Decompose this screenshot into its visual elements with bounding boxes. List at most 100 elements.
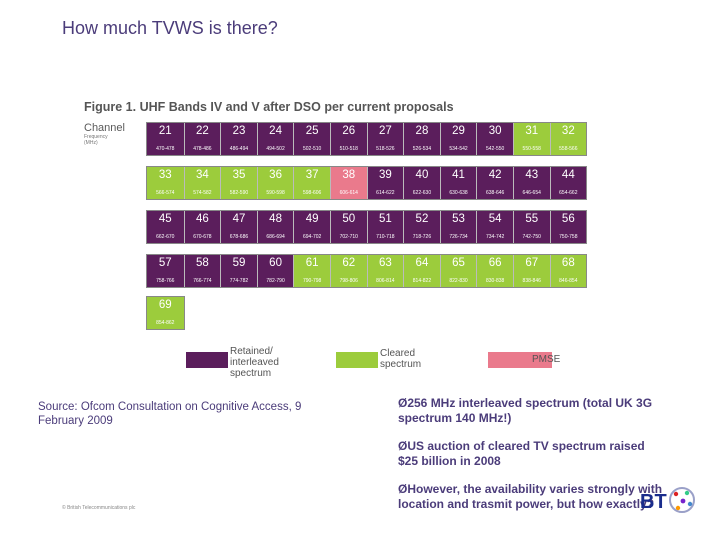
channel-number: 24 [269, 125, 282, 137]
channel-cell-31: 31 550-558 [512, 123, 550, 155]
bullet-us-auction: ØUS auction of cleared TV spectrum raise… [398, 439, 645, 468]
channel-cell-36: 36 590-598 [256, 167, 294, 199]
legend-label-retained: Retained/ interleaved spectrum [228, 344, 302, 381]
channel-cell-69: 69 854-862 [147, 297, 184, 329]
channel-number: 43 [525, 169, 539, 181]
channel-number: 59 [232, 257, 246, 269]
channel-frequency-range: 542-550 [485, 146, 505, 152]
channel-frequency-range: 838-846 [522, 278, 541, 284]
channel-number: 32 [561, 125, 575, 137]
channel-number: 27 [378, 125, 392, 137]
channel-number: 60 [269, 257, 282, 269]
bt-logo-text: BT [640, 491, 667, 513]
band-row: 33 566-574 34 574-582 35 582-590 36 590-598 37 59… [146, 166, 588, 200]
band-row: 45 662-670 46 670-678 47 678-686 48 686-694 49 69… [146, 210, 588, 244]
channel-frequency-range: 494-502 [266, 146, 285, 152]
channel-cell-24: 24 494-502 [256, 123, 294, 155]
channel-number: 53 [452, 213, 465, 225]
channel-frequency-range: 622-630 [412, 190, 432, 196]
channel-frequency-range: 710-718 [376, 234, 395, 240]
channel-frequency-range: 814-822 [412, 278, 432, 284]
channel-number: 57 [158, 257, 172, 269]
channel-number: 49 [305, 213, 319, 225]
channel-cell-53: 53 726-734 [439, 211, 477, 243]
channel-frequency-range: 822-830 [449, 278, 468, 284]
channel-frequency-range: 638-646 [485, 190, 505, 196]
channel-frequency-range: 558-566 [559, 146, 578, 152]
channel-frequency-range: 678-686 [229, 234, 249, 240]
band-row: 69 854-862 [146, 296, 185, 330]
channel-number: 56 [561, 213, 575, 225]
channel-frequency-range: 734-742 [485, 234, 505, 240]
channel-number: 39 [378, 169, 392, 181]
channel-frequency-range: 582-590 [229, 190, 249, 196]
channel-number: 51 [378, 213, 392, 225]
channel-cell-52: 52 718-726 [403, 211, 440, 243]
channel-cell-22: 22 478-486 [183, 123, 221, 155]
channel-frequency-range: 702-710 [339, 234, 358, 240]
channel-number: 47 [232, 213, 246, 225]
copyright-notice: © British Telecommunications plc [62, 505, 136, 511]
channel-cell-32: 32 558-566 [549, 123, 587, 155]
channel-number: 63 [378, 257, 392, 269]
channel-number: 28 [415, 125, 429, 137]
channel-frequency-range: 614-622 [376, 190, 395, 196]
channel-cell-62: 62 798-806 [329, 255, 367, 287]
channel-frequency-range: 550-558 [522, 146, 541, 152]
channel-number: 66 [488, 257, 502, 269]
channel-frequency-range: 598-606 [302, 190, 322, 196]
bt-dot-blue-icon [687, 501, 693, 507]
channel-cell-58: 58 766-774 [183, 255, 221, 287]
band-row: 57 758-766 58 766-774 59 774-782 60 782-790 61 79… [146, 254, 588, 288]
channel-cell-37: 37 598-606 [293, 167, 330, 199]
source-citation: Source: Ofcom Consultation on Cognitive … [38, 401, 302, 427]
channel-frequency-range: 830-838 [485, 278, 505, 284]
channel-frequency-range: 646-654 [522, 190, 541, 196]
channel-number: 26 [342, 125, 356, 137]
channel-frequency-range: 686-694 [266, 234, 285, 240]
channel-cell-68: 68 846-854 [549, 255, 587, 287]
channel-frequency-range: 470-478 [156, 146, 175, 152]
bt-dot-green-icon [684, 490, 690, 496]
channel-frequency-range: 694-702 [302, 234, 322, 240]
channel-frequency-range: 654-662 [559, 190, 578, 196]
channel-number: 31 [525, 125, 539, 137]
bt-logo-graphic: BT [640, 487, 695, 513]
channel-frequency-range: 846-854 [559, 278, 578, 284]
channel-cell-67: 67 838-846 [512, 255, 550, 287]
channel-frequency-range: 486-494 [229, 146, 249, 152]
channel-cell-28: 28 526-534 [403, 123, 440, 155]
channel-cell-46: 46 670-678 [183, 211, 221, 243]
bt-dot-red-icon [673, 491, 679, 497]
channel-frequency-range: 726-734 [449, 234, 468, 240]
channel-frequency-range: 606-614 [339, 190, 358, 196]
channel-cell-61: 61 790-798 [293, 255, 330, 287]
channel-cell-45: 45 662-670 [147, 211, 184, 243]
channel-frequency-range: 766-774 [193, 278, 212, 284]
channel-number: 68 [561, 257, 575, 269]
channel-cell-43: 43 646-654 [512, 167, 550, 199]
channel-cell-64: 64 814-822 [403, 255, 440, 287]
channel-cell-66: 66 830-838 [476, 255, 513, 287]
channel-cell-57: 57 758-766 [147, 255, 184, 287]
channel-number: 34 [195, 169, 209, 181]
bt-dot-purple-icon [680, 498, 686, 504]
channel-cell-27: 27 518-526 [366, 123, 404, 155]
channel-number: 52 [415, 213, 429, 225]
channel-number: 41 [452, 169, 465, 181]
channel-frequency-range: 718-726 [412, 234, 432, 240]
channel-cell-23: 23 486-494 [220, 123, 257, 155]
channel-number: 67 [525, 257, 539, 269]
channel-frequency-range: 518-526 [376, 146, 395, 152]
channel-frequency-range: 574-582 [193, 190, 212, 196]
frequency-label: Frequency [84, 134, 108, 140]
channel-cell-25: 25 502-510 [293, 123, 330, 155]
channel-cell-29: 29 534-542 [439, 123, 477, 155]
channel-number: 46 [195, 213, 209, 225]
channel-number: 22 [195, 125, 209, 137]
channel-cell-59: 59 774-782 [220, 255, 257, 287]
legend-label-cleared: Cleared spectrum [378, 346, 434, 372]
channel-number: 45 [158, 213, 172, 225]
channel-frequency-range: 566-574 [156, 190, 175, 196]
channel-frequency-range: 534-542 [449, 146, 468, 152]
